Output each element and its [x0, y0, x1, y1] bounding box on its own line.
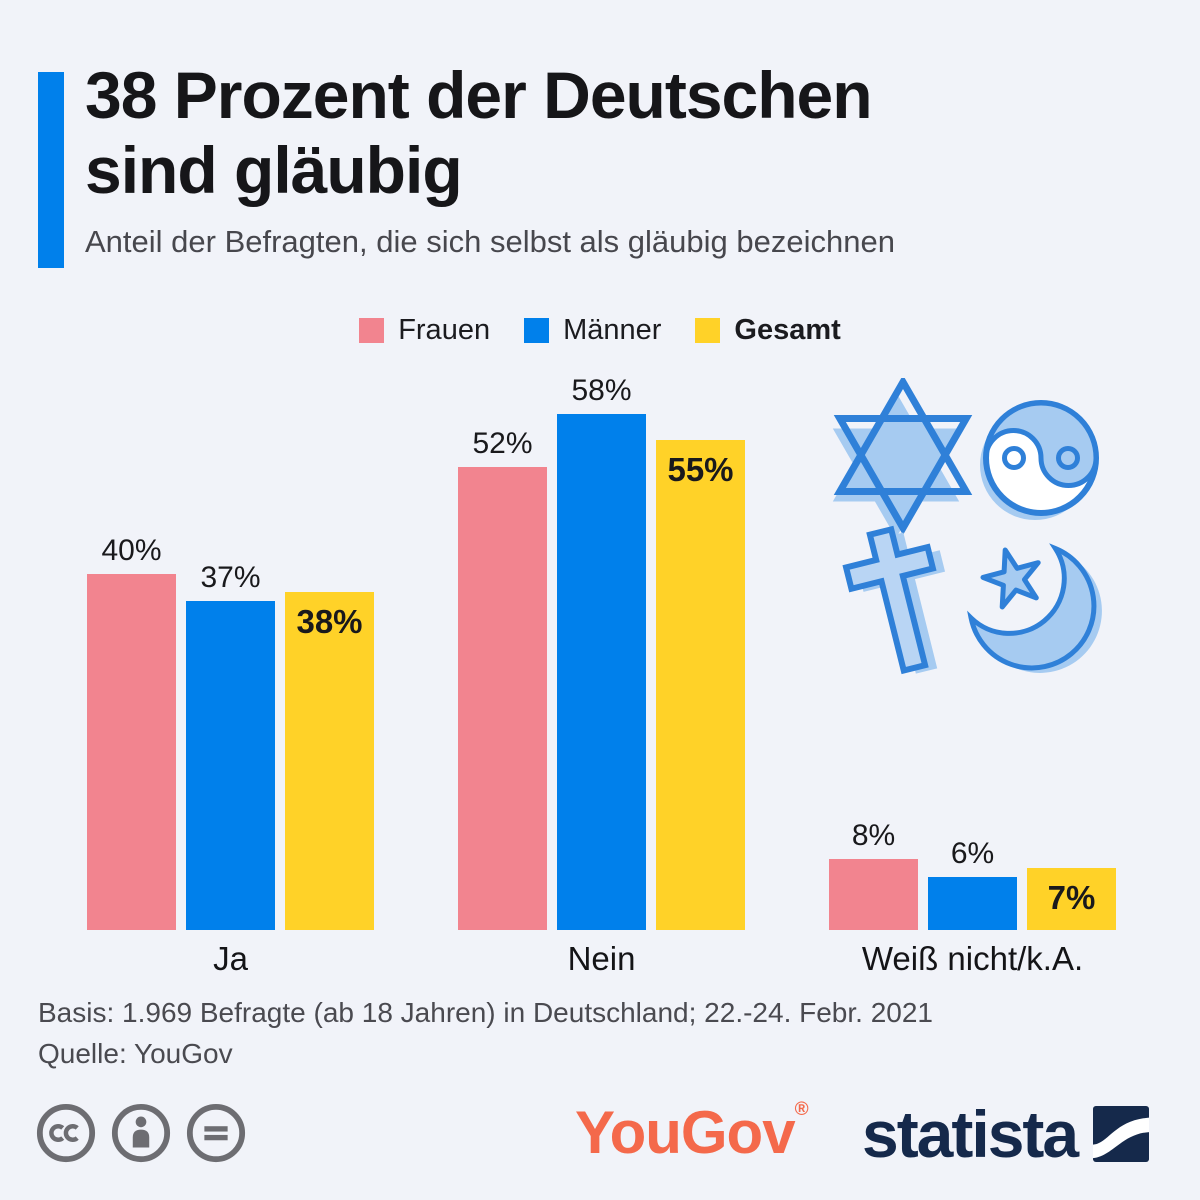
bar-value-label: 37%	[200, 561, 261, 594]
bar-cell: 40%	[87, 534, 176, 930]
cc-by-icon	[111, 1103, 171, 1163]
bar-cell: 55%	[656, 440, 745, 930]
chart-title: 38 Prozent der Deutschen sind gläubig	[85, 58, 1145, 208]
bar-value-label: 40%	[101, 534, 162, 567]
legend-swatch-frauen-icon	[359, 318, 385, 343]
cross-icon	[842, 525, 946, 675]
chart-title-line1: 38 Prozent der Deutschen	[85, 58, 873, 132]
star-of-david-icon	[832, 378, 973, 538]
header: 38 Prozent der Deutschen sind gläubig Ant…	[85, 58, 1145, 260]
bar-value-label: 6%	[950, 837, 995, 870]
legend-item-maenner: Männer	[524, 314, 661, 347]
chart-subtitle: Anteil der Befragten, die sich selbst al…	[85, 224, 895, 259]
legend-label-gesamt: Gesamt	[734, 314, 841, 346]
bar-frauen	[87, 574, 176, 930]
bar-group: 52% 58% 55% Nein	[458, 374, 745, 977]
bar-value-label: 38%	[296, 603, 363, 640]
statista-mark-icon	[1093, 1106, 1150, 1162]
cc-nd-icon	[186, 1103, 246, 1163]
basis-note: Basis: 1.969 Befragte (ab 18 Jahren) in …	[38, 997, 934, 1028]
cc-icon	[36, 1103, 96, 1163]
bar-value-label: 8%	[851, 819, 896, 852]
legend-swatch-gesamt-icon	[695, 318, 721, 343]
bar-value-label: 7%	[1047, 879, 1096, 916]
statista-wordmark: statista	[862, 1097, 1079, 1171]
source-note: Quelle: YouGov	[38, 1038, 233, 1069]
bar-mnner	[557, 414, 646, 930]
legend-label-frauen: Frauen	[398, 314, 491, 346]
legend-swatch-maenner-icon	[524, 318, 550, 343]
bar-cell: 7%	[1027, 868, 1116, 930]
bar-gesamt: 7%	[1027, 868, 1116, 930]
legend: Frauen Männer Gesamt	[0, 314, 1200, 347]
bar-group: 8% 6% 7% Weiß nicht/k.A.	[829, 819, 1116, 977]
registered-mark: ®	[794, 1099, 809, 1120]
bar-row: 52% 58% 55%	[458, 374, 745, 930]
bar-row: 40% 37% 38%	[87, 534, 374, 930]
bar-gesamt: 38%	[285, 592, 374, 930]
bar-group: 40% 37% 38% Ja	[87, 534, 374, 977]
category-label: Ja	[213, 940, 248, 977]
star-and-crescent-icon	[967, 543, 1102, 673]
bar-cell: 37%	[186, 561, 275, 930]
bar-gesamt: 55%	[656, 440, 745, 930]
cc-license	[35, 1102, 247, 1164]
religious-symbols-illustration	[832, 378, 1102, 675]
bar-frauen	[458, 467, 547, 930]
yougov-wordmark: YouGov	[575, 1099, 796, 1166]
bar-cell: 8%	[829, 819, 918, 930]
bar-cell: 58%	[557, 374, 646, 930]
statista-logo: statista	[862, 1096, 1150, 1172]
yougov-logo: YouGov®	[575, 1098, 809, 1167]
bar-row: 8% 6% 7%	[829, 819, 1116, 930]
legend-label-maenner: Männer	[563, 314, 662, 346]
bar-cell: 6%	[928, 837, 1017, 930]
bar-cell: 38%	[285, 592, 374, 930]
category-label: Nein	[567, 940, 636, 977]
yin-yang-icon	[980, 400, 1099, 520]
title-accent-bar	[38, 72, 64, 268]
bar-chart: 40% 37% 38% Ja 52% 58% 55% Nein 8% 6% 7% Weiß nicht…	[87, 0, 1116, 977]
bar-mnner	[186, 601, 275, 930]
bar-cell: 52%	[458, 427, 547, 930]
legend-item-frauen: Frauen	[359, 314, 490, 347]
bar-frauen	[829, 859, 918, 930]
legend-item-gesamt: Gesamt	[695, 314, 841, 347]
footer-notes: Basis: 1.969 Befragte (ab 18 Jahren) in …	[38, 992, 933, 1074]
bar-value-label: 58%	[571, 374, 632, 407]
chart-title-line2: sind gläubig	[85, 133, 463, 207]
bar-value-label: 52%	[472, 427, 533, 460]
category-label: Weiß nicht/k.A.	[861, 940, 1084, 977]
bar-mnner	[928, 877, 1017, 930]
bar-value-label: 55%	[667, 451, 734, 488]
